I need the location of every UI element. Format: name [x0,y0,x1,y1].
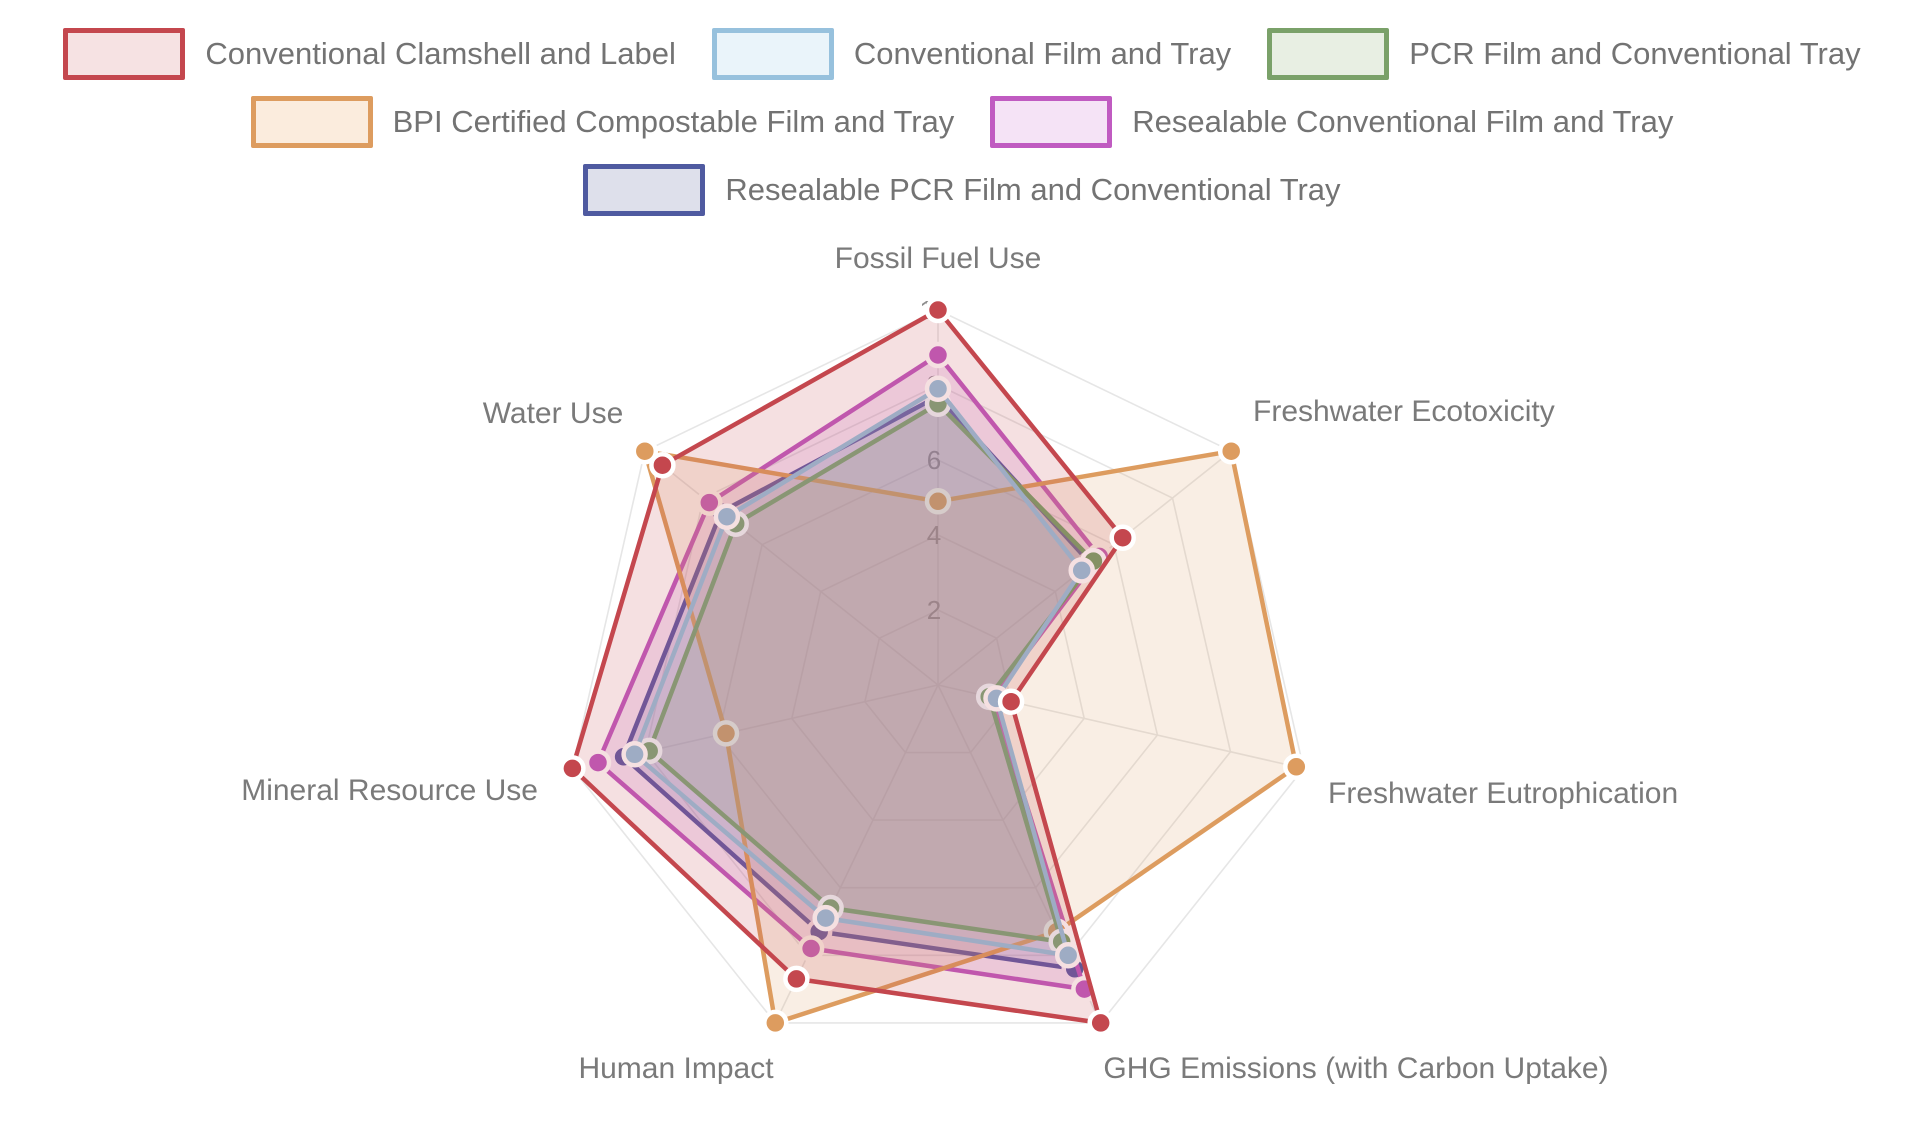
series-dot[interactable] [812,904,839,932]
legend-item[interactable]: Resealable PCR Film and Conventional Tra… [583,164,1341,216]
axis-spoke [774,684,939,1024]
legend-item[interactable]: Resealable Conventional Film and Tray [990,96,1673,148]
series-polygon [570,307,1125,1026]
series-polygon [646,401,1096,945]
radial-tick-label: 2 [927,595,941,625]
axis-label: Human Impact [578,1052,774,1085]
legend-item-label: Resealable Conventional Film and Tray [1132,103,1674,139]
axis-label: Freshwater Ecotoxicity [1253,395,1555,428]
radial-tick-label: 6 [927,445,941,475]
legend-item[interactable]: PCR Film and Conventional Tray [1267,28,1861,80]
axis-label: Fossil Fuel Use [835,242,1042,275]
series-dot[interactable] [924,341,952,369]
series-group [635,390,1107,956]
grid-ring [790,534,1086,821]
legend-swatch-icon [583,164,706,216]
legend-swatch-icon [63,28,186,80]
radial-tick-label: 4 [927,520,941,550]
series-polygon [642,448,1299,1026]
series-dot[interactable] [783,965,810,993]
series-dot[interactable] [584,749,612,776]
series-dot[interactable] [924,296,952,324]
axis-label: Water Use [483,397,624,430]
series-dot[interactable] [1283,753,1310,781]
legend-item-label: Resealable PCR Film and Conventional Tra… [725,171,1341,207]
series-dot[interactable] [1217,437,1245,465]
series-dot[interactable] [621,741,648,768]
series-dot[interactable] [1109,524,1136,551]
series-dot[interactable] [559,755,586,782]
legend-item-label: PCR Film and Conventional Tray [1409,35,1861,71]
series-dot[interactable] [1054,942,1082,969]
axis-label: Mineral Resource Use [241,774,538,807]
legend-swatch-icon [990,96,1113,148]
series-dot[interactable] [712,720,740,747]
series-dot[interactable] [1068,557,1095,584]
series-dot[interactable] [649,451,676,479]
series-dot[interactable] [797,935,825,962]
grid-ring [864,609,1012,754]
series-dot[interactable] [997,688,1025,715]
legend-swatch-icon [1267,28,1390,80]
grid-ring [717,459,1159,889]
legend-item-label: Conventional Film and Tray [853,35,1232,71]
series-group [631,437,1310,1037]
series-dot[interactable] [696,489,723,516]
series-polygon [632,386,1084,958]
series-dot[interactable] [762,1009,789,1037]
series-dot[interactable] [1087,1009,1114,1037]
series-group [559,296,1136,1037]
axis-label: Freshwater Eutrophication [1328,777,1678,810]
legend-swatch-icon [250,96,373,148]
legend-swatch-icon [711,28,834,80]
series-dot[interactable] [631,437,659,465]
legend-item[interactable]: Conventional Film and Tray [711,28,1232,80]
legend-item-label: Conventional Clamshell and Label [205,35,676,71]
axis-spoke [644,450,939,686]
legend: Conventional Clamshell and Label Convent… [2,28,1922,216]
legend-item[interactable]: BPI Certified Compostable Film and Tray [250,96,955,148]
series-group [621,375,1095,969]
series-dot[interactable] [924,375,952,403]
axis-label: GHG Emissions (with Carbon Uptake) [1103,1052,1608,1085]
legend-item-label: BPI Certified Compostable Film and Tray [392,103,955,139]
series-dot[interactable] [713,503,741,530]
series-dot[interactable] [924,488,952,515]
legend-item[interactable]: Conventional Clamshell and Label [63,28,676,80]
